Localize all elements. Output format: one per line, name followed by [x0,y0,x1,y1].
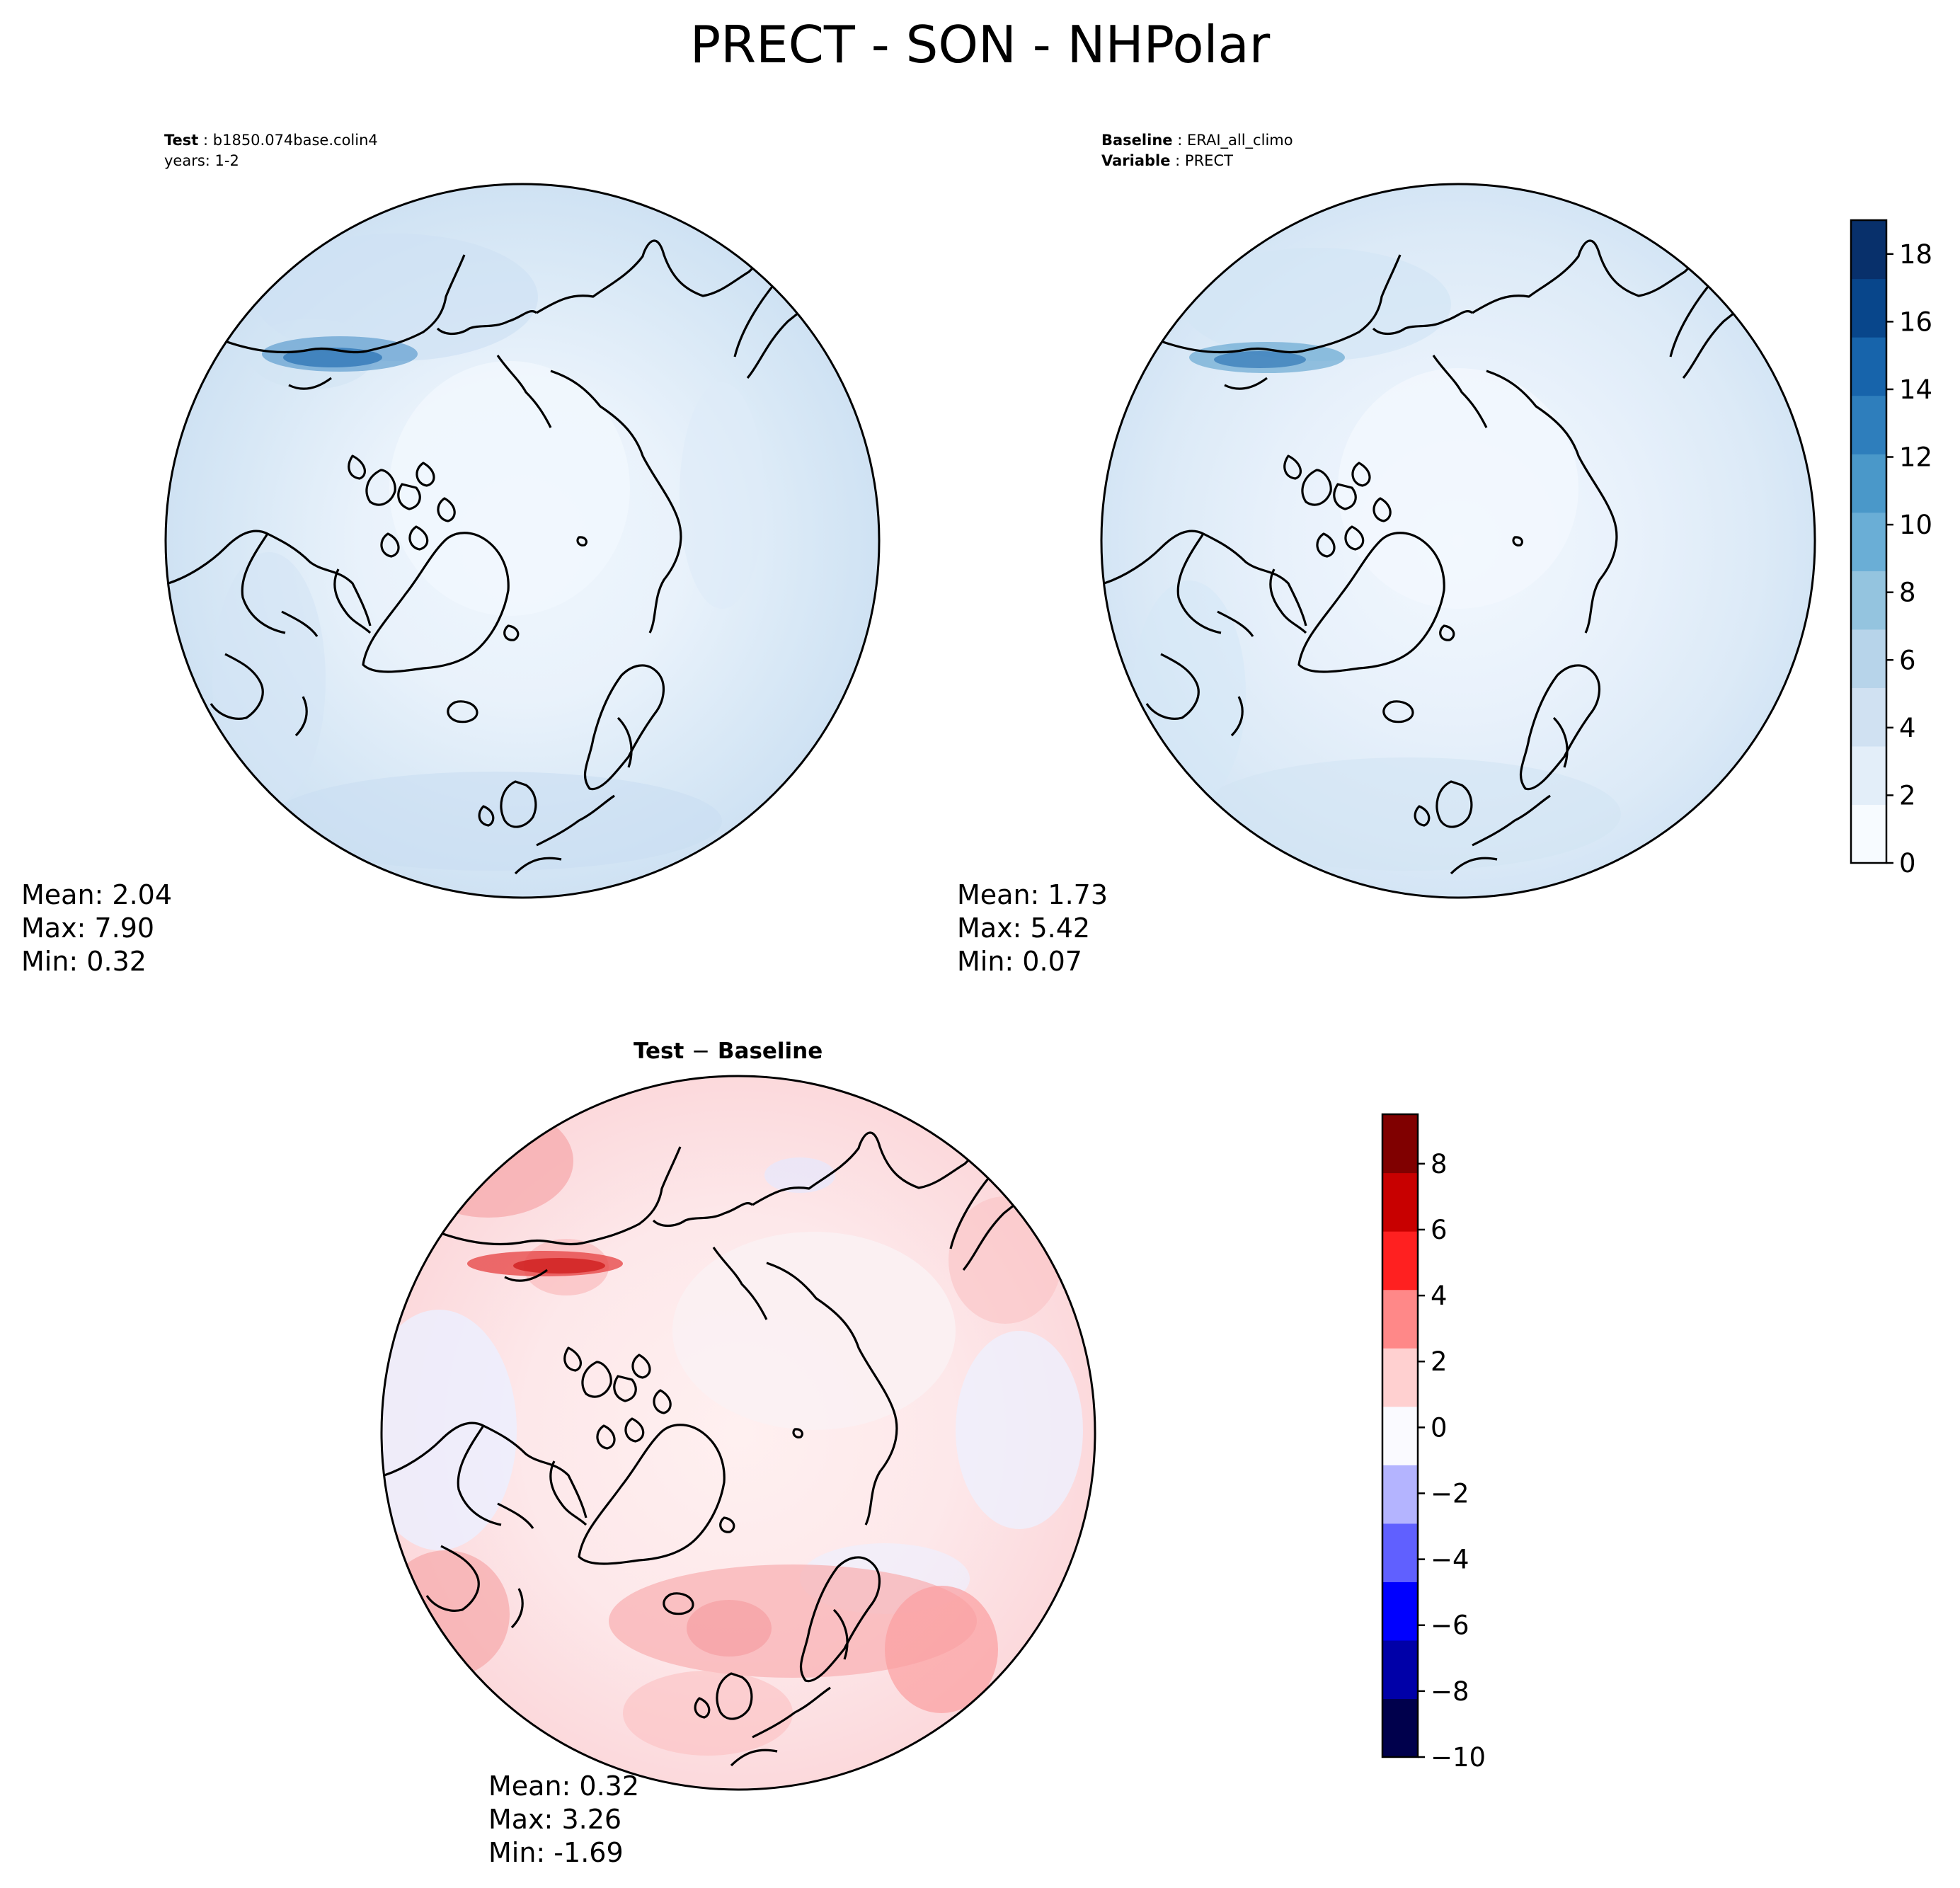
difference-colorbar-tick-label: 4 [1431,1281,1448,1311]
difference-colorbar-tick-label: −6 [1431,1610,1469,1641]
difference-colorbar-segment [1382,1114,1418,1174]
variable-line: Variable : PRECT [1101,152,1233,169]
baseline-case-name: ERAI_all_climo [1186,132,1293,149]
test-map [164,183,881,899]
difference-colorbar-tick-label: −4 [1431,1545,1469,1575]
difference-title-right: Baseline [717,1039,823,1064]
main-colorbar-tick-label: 8 [1899,578,1916,608]
difference-colorbar-segment [1382,1172,1418,1232]
difference-title: Test − Baseline [634,1039,823,1064]
main-colorbar-tick-label: 16 [1899,307,1932,337]
difference-colorbar-tick-label: 0 [1431,1412,1448,1443]
difference-colorbar-tick-label: −8 [1431,1676,1469,1707]
difference-mean: Mean: 0.32 [488,1770,640,1802]
difference-title-op: − [692,1039,711,1064]
main-colorbar-segment [1851,629,1886,688]
main-colorbar-tick-label: 14 [1899,374,1932,405]
difference-colorbar: −10 −8 −6 −4 −2 0 2 4 6 8 [1381,1113,1486,1773]
main-colorbar-tick-label: 12 [1899,442,1932,473]
figure-title: PRECT - SON - NHPolar [689,15,1271,74]
variable-label: Variable [1101,152,1171,169]
main-colorbar-segment [1851,454,1886,513]
baseline-label: Baseline [1101,132,1173,149]
main-colorbar-segment [1851,278,1886,338]
main-colorbar-segment [1851,745,1886,806]
baseline-header: Baseline : ERAI_all_climo Variable : PRE… [1101,130,1293,171]
difference-min: Min: -1.69 [488,1837,624,1868]
difference-colorbar-segment [1382,1640,1418,1700]
difference-max: Max: 3.26 [488,1804,622,1835]
difference-title-left: Test [634,1039,684,1064]
baseline-case-line: Baseline : ERAI_all_climo [1101,132,1293,149]
main-colorbar-tick-label: 0 [1899,848,1916,879]
difference-colorbar-tick-label: 8 [1431,1149,1448,1179]
difference-map [380,1075,1096,1791]
baseline-max: Max: 5.42 [957,912,1091,944]
difference-colorbar-segment [1382,1231,1418,1291]
main-colorbar-segment [1851,337,1886,396]
main-colorbar-segment [1851,512,1886,571]
main-colorbar-segment [1851,395,1886,454]
test-max: Max: 7.90 [21,912,155,944]
main-colorbar-tick-label: 10 [1899,510,1932,540]
test-min: Min: 0.32 [21,946,147,977]
difference-colorbar-tick-label: 2 [1431,1346,1448,1377]
main-colorbar-tick-label: 18 [1899,239,1932,270]
test-years: years: 1-2 [164,152,239,169]
difference-colorbar-segment [1382,1698,1418,1758]
main-colorbar-segment [1851,220,1886,280]
difference-colorbar-segment [1382,1348,1418,1407]
difference-colorbar-segment [1382,1289,1418,1349]
difference-colorbar-tick-label: 6 [1431,1215,1448,1245]
main-colorbar-tick-label: 4 [1899,713,1916,743]
difference-colorbar-segment [1382,1523,1418,1582]
test-label: Test [164,132,199,149]
difference-colorbar-tick-label: −10 [1431,1742,1486,1773]
main-colorbar-segment [1851,687,1886,747]
main-colorbar-tick-label: 6 [1899,645,1916,675]
difference-colorbar-frame [1381,1113,1419,1758]
baseline-min: Min: 0.07 [957,946,1082,977]
difference-colorbar-segment [1382,1581,1418,1641]
test-mean: Mean: 2.04 [21,879,173,910]
difference-colorbar-tick-label: −2 [1431,1478,1469,1509]
baseline-map [1100,183,1816,899]
test-case-line: Test : b1850.074base.colin4 [164,132,378,149]
variable-name: PRECT [1184,152,1233,169]
main-colorbar: 0 2 4 6 8 10 12 14 16 18 [1850,219,1932,879]
test-stats: Mean: 2.04 Max: 7.90 Min: 0.32 [21,879,172,978]
main-colorbar-segment [1851,571,1886,630]
test-case-name: b1850.074base.colin4 [212,132,378,149]
main-colorbar-segment [1851,804,1886,864]
difference-colorbar-segment [1382,1465,1418,1524]
main-colorbar-frame [1850,219,1888,864]
difference-colorbar-segment [1382,1406,1418,1465]
main-colorbar-tick-label: 2 [1899,780,1916,811]
test-header: Test : b1850.074base.colin4 years: 1-2 [164,130,378,171]
difference-stats: Mean: 0.32 Max: 3.26 Min: -1.69 [488,1770,639,1870]
baseline-mean: Mean: 1.73 [957,879,1108,910]
baseline-stats: Mean: 1.73 Max: 5.42 Min: 0.07 [957,879,1108,978]
